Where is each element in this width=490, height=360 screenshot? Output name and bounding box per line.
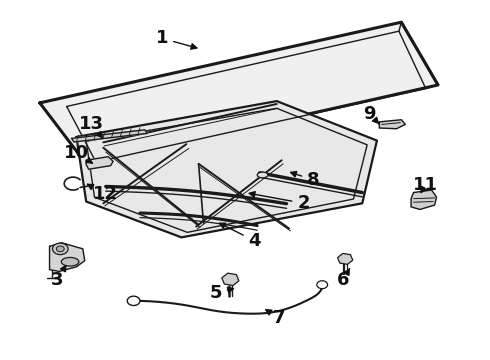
Circle shape: [317, 281, 328, 289]
Circle shape: [56, 246, 64, 252]
Polygon shape: [76, 101, 377, 237]
Polygon shape: [72, 130, 147, 142]
Text: 13: 13: [78, 116, 103, 138]
Ellipse shape: [257, 172, 268, 178]
Text: 12: 12: [87, 184, 118, 203]
Circle shape: [127, 296, 140, 306]
Text: 11: 11: [413, 176, 438, 194]
Text: 4: 4: [220, 223, 261, 250]
Polygon shape: [40, 22, 438, 164]
Circle shape: [52, 243, 68, 255]
Polygon shape: [379, 120, 405, 129]
Text: 6: 6: [337, 269, 350, 289]
Polygon shape: [86, 157, 113, 169]
Polygon shape: [411, 190, 437, 210]
Polygon shape: [49, 243, 85, 271]
Text: 8: 8: [291, 171, 319, 189]
Ellipse shape: [61, 257, 79, 266]
Text: 1: 1: [156, 30, 197, 49]
Text: 5: 5: [209, 284, 233, 302]
Text: 7: 7: [266, 309, 286, 327]
Text: 3: 3: [50, 266, 66, 289]
Text: 9: 9: [364, 105, 379, 124]
Text: 10: 10: [64, 144, 92, 163]
Text: 2: 2: [249, 192, 310, 212]
